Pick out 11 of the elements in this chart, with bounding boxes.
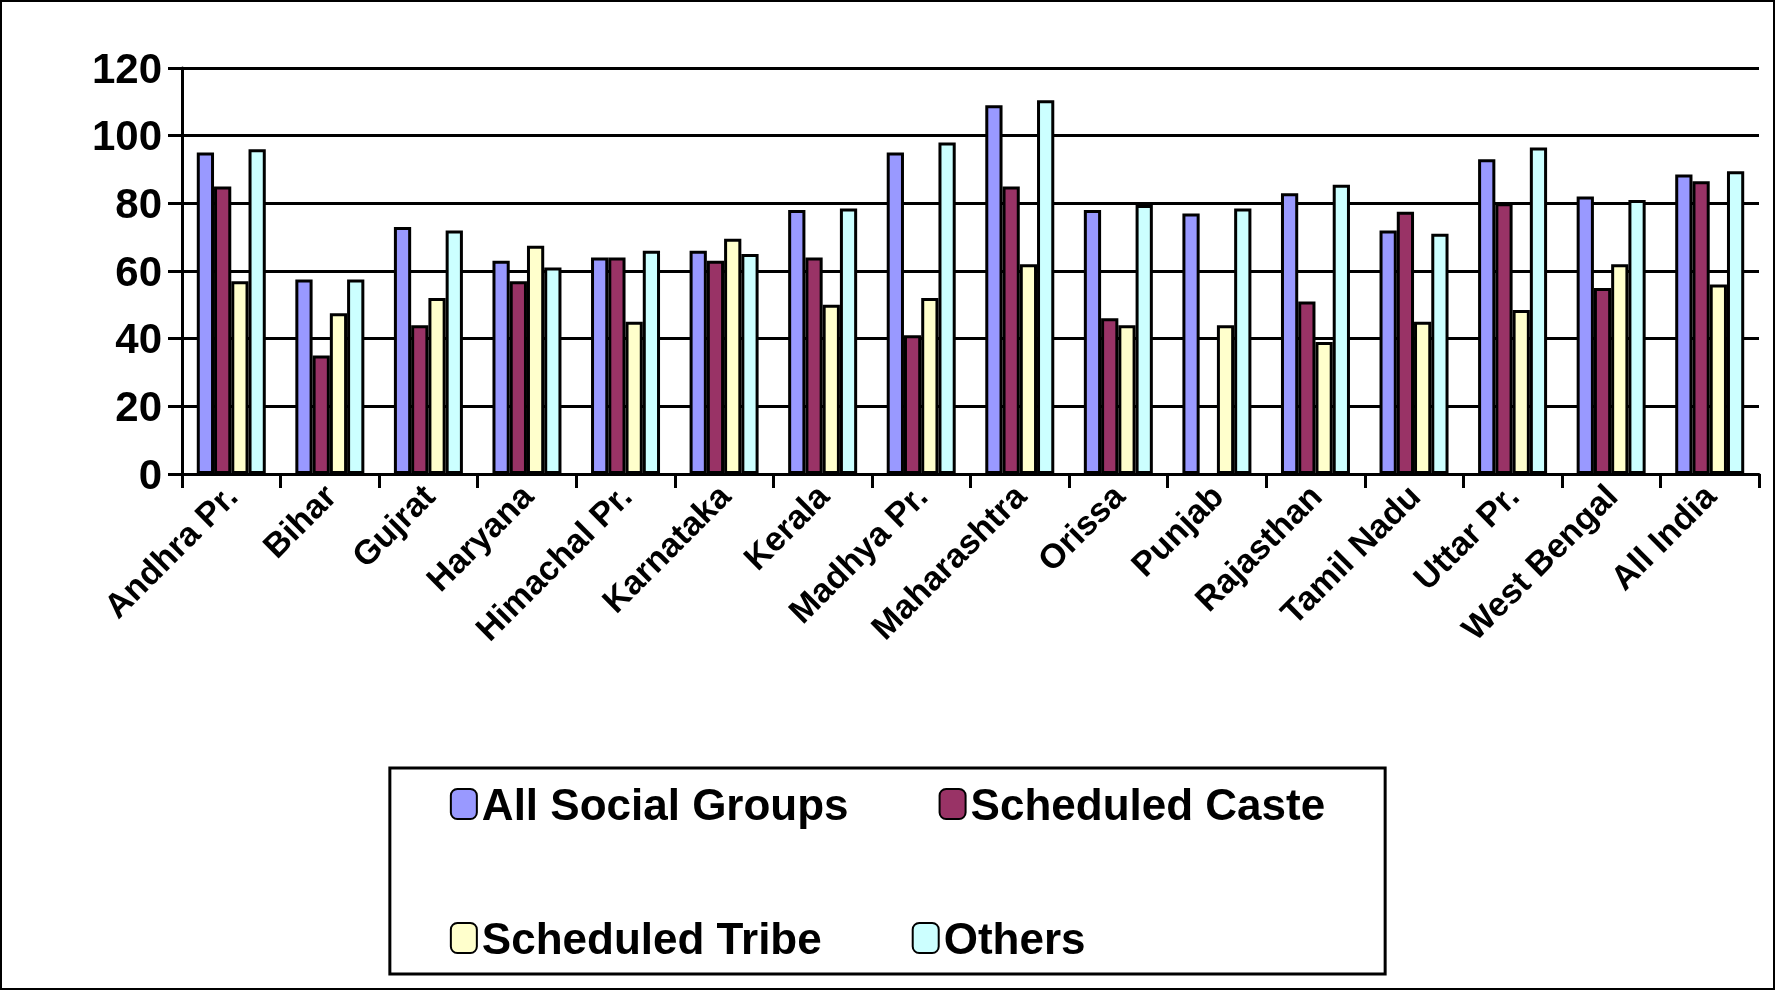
legend-label: All Social Groups xyxy=(481,779,849,829)
legend-label: Scheduled Caste xyxy=(970,779,1326,829)
y-tick-label: 80 xyxy=(115,179,162,227)
legend-label: Scheduled Tribe xyxy=(481,913,822,963)
y-tick-label: 0 xyxy=(138,450,162,498)
legend-label: Others xyxy=(943,913,1086,963)
y-tick-label: 120 xyxy=(91,44,162,92)
y-tick-label: 100 xyxy=(91,112,162,160)
y-tick-label: 20 xyxy=(115,382,162,430)
y-tick-label: 60 xyxy=(115,247,162,295)
y-tick-label: 40 xyxy=(115,315,162,363)
